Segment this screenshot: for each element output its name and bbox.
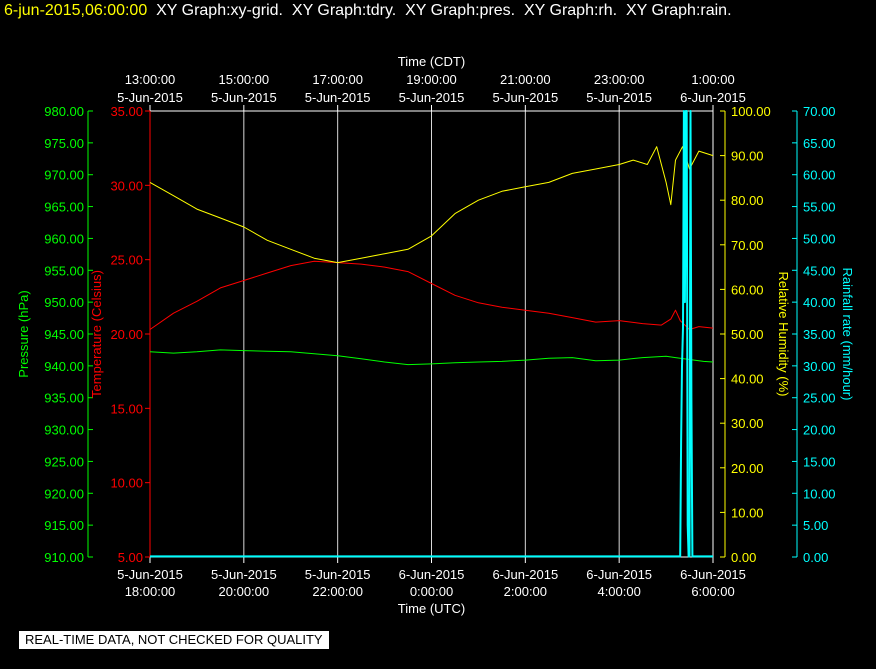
x-bottom-tick-date: 5-Jun-2015: [305, 567, 371, 582]
x-bottom-tick-time: 0:00:00: [410, 584, 453, 599]
pressure-series-line: [149, 349, 714, 366]
x-top-tick-date: 5-Jun-2015: [211, 90, 277, 105]
pressure-tick-label: 975.00: [44, 136, 84, 151]
x-bottom-tick-date: 6-Jun-2015: [586, 567, 652, 582]
x-top-tick-date: 6-Jun-2015: [680, 90, 746, 105]
temperature-axis-title: Temperature (Celsius): [89, 270, 104, 398]
pressure-tick-label: 940.00: [44, 359, 84, 374]
x-bottom-tick-time: 4:00:00: [597, 584, 640, 599]
pressure-tick-label: 945.00: [44, 327, 84, 342]
rainfall-tick-label: 15.00: [803, 454, 836, 469]
rainfall-tick-label: 65.00: [803, 136, 836, 151]
rainfall-axis-title: Rainfall rate (mm/hour): [840, 268, 855, 401]
header-timestamp: 6-jun-2015,06:00:00: [4, 2, 148, 19]
x-top-tick-date: 5-Jun-2015: [305, 90, 371, 105]
x-bottom-tick-time: 20:00:00: [219, 584, 270, 599]
pressure-tick-label: 955.00: [44, 263, 84, 278]
temperature-tick-label: 15.00: [110, 401, 143, 416]
x-bottom-tick-date: 5-Jun-2015: [211, 567, 277, 582]
pressure-tick-label: 980.00: [44, 104, 84, 119]
x-bottom-tick-time: 6:00:00: [691, 584, 734, 599]
temperature-tick-label: 10.00: [110, 476, 143, 491]
humidity-tick-label: 100.00: [731, 104, 771, 119]
layer-label: XY Graph:xy-grid.: [156, 2, 283, 19]
layer-label: XY Graph:rh.: [524, 2, 618, 19]
temperature-tick-label: 5.00: [118, 550, 143, 565]
humidity-tick-label: 60.00: [731, 282, 764, 297]
rainfall-tick-label: 35.00: [803, 327, 836, 342]
humidity-tick-label: 10.00: [731, 505, 764, 520]
x-top-tick-date: 5-Jun-2015: [117, 90, 183, 105]
humidity-tick-label: 20.00: [731, 461, 764, 476]
temperature-tick-label: 20.00: [110, 327, 143, 342]
pressure-tick-label: 950.00: [44, 295, 84, 310]
layer-label: XY Graph:pres.: [405, 2, 516, 19]
x-top-tick-time: 15:00:00: [219, 72, 270, 87]
humidity-tick-label: 90.00: [731, 149, 764, 164]
layer-label: XY Graph:rain.: [625, 2, 732, 19]
humidity-tick-label: 30.00: [731, 416, 764, 431]
pressure-tick-label: 920.00: [44, 486, 84, 501]
x-bottom-tick-time: 18:00:00: [125, 584, 176, 599]
pressure-tick-label: 910.00: [44, 550, 84, 565]
x-top-axis-label: Time (CDT): [398, 54, 465, 69]
pressure-tick-label: 915.00: [44, 518, 84, 533]
rainfall-tick-label: 30.00: [803, 359, 836, 374]
rainfall-tick-label: 45.00: [803, 263, 836, 278]
x-bottom-tick-time: 22:00:00: [312, 584, 363, 599]
rainfall-tick-label: 50.00: [803, 231, 836, 246]
x-bottom-tick-date: 6-Jun-2015: [680, 567, 746, 582]
x-bottom-tick-date: 6-Jun-2015: [399, 567, 465, 582]
x-top-tick-date: 5-Jun-2015: [586, 90, 652, 105]
temperature-series-line: [149, 260, 714, 330]
humidity-series-line: [149, 146, 714, 264]
humidity-tick-label: 50.00: [731, 327, 764, 342]
humidity-tick-label: 0.00: [731, 550, 756, 565]
humidity-tick-label: 70.00: [731, 238, 764, 253]
temperature-tick-label: 30.00: [110, 178, 143, 193]
pressure-tick-label: 960.00: [44, 231, 84, 246]
temperature-tick-label: 25.00: [110, 253, 143, 268]
rainfall-tick-label: 10.00: [803, 486, 836, 501]
humidity-tick-label: 80.00: [731, 193, 764, 208]
rainfall-tick-label: 25.00: [803, 391, 836, 406]
x-top-tick-time: 23:00:00: [594, 72, 645, 87]
quality-notice: REAL-TIME DATA, NOT CHECKED FOR QUALITY: [19, 631, 329, 649]
rainfall-tick-label: 40.00: [803, 295, 836, 310]
header: 6-jun-2015,06:00:00 XY Graph:xy-grid. XY…: [4, 2, 732, 20]
pressure-tick-label: 970.00: [44, 168, 84, 183]
rainfall-tick-label: 55.00: [803, 200, 836, 215]
temperature-tick-label: 35.00: [110, 104, 143, 119]
layer-label: XY Graph:tdry.: [291, 2, 397, 19]
x-top-tick-time: 1:00:00: [691, 72, 734, 87]
x-top-tick-date: 5-Jun-2015: [399, 90, 465, 105]
rainfall-tick-label: 0.00: [803, 550, 828, 565]
x-bottom-tick-date: 6-Jun-2015: [492, 567, 558, 582]
x-top-tick-time: 13:00:00: [125, 72, 176, 87]
pressure-tick-label: 935.00: [44, 391, 84, 406]
rainfall-tick-label: 20.00: [803, 423, 836, 438]
humidity-axis-title: Relative Humidity (%): [776, 272, 791, 397]
x-bottom-axis-label: Time (UTC): [398, 601, 465, 616]
rainfall-series-line: [150, 110, 713, 558]
pressure-tick-label: 925.00: [44, 454, 84, 469]
x-top-tick-time: 17:00:00: [312, 72, 363, 87]
x-bottom-tick-date: 5-Jun-2015: [117, 567, 183, 582]
rainfall-tick-label: 70.00: [803, 104, 836, 119]
x-bottom-tick-time: 2:00:00: [504, 584, 547, 599]
rainfall-tick-label: 60.00: [803, 168, 836, 183]
humidity-tick-label: 40.00: [731, 372, 764, 387]
rainfall-tick-label: 5.00: [803, 518, 828, 533]
x-top-tick-date: 5-Jun-2015: [492, 90, 558, 105]
pressure-tick-label: 965.00: [44, 200, 84, 215]
pressure-axis-title: Pressure (hPa): [16, 290, 31, 377]
x-top-tick-time: 21:00:00: [500, 72, 551, 87]
x-top-tick-time: 19:00:00: [406, 72, 457, 87]
pressure-tick-label: 930.00: [44, 423, 84, 438]
